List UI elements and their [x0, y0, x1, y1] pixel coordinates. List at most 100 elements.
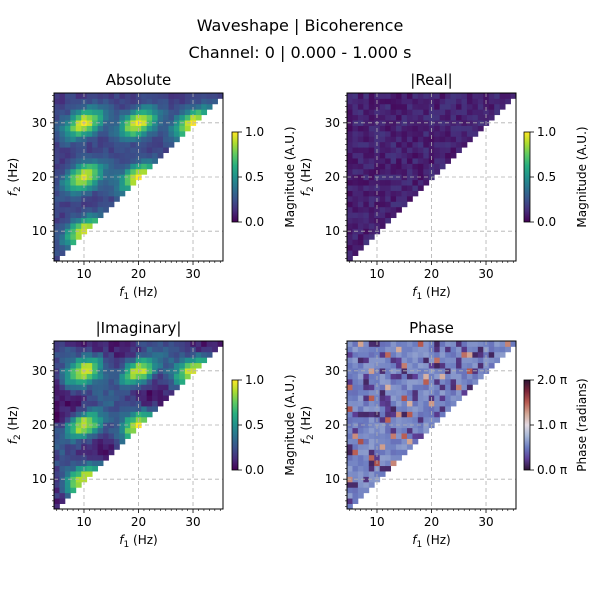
- heatmap-cell: [54, 487, 60, 494]
- heatmap-cell: [423, 168, 430, 175]
- heatmap-cell: [417, 373, 424, 380]
- heatmap-cell: [477, 346, 484, 353]
- panel-title: Absolute: [106, 71, 172, 89]
- heatmap-cell: [141, 416, 148, 423]
- y-tick-label: 10: [32, 224, 47, 238]
- heatmap-cell: [163, 362, 169, 369]
- heatmap-cell: [396, 351, 402, 358]
- heatmap-cell: [86, 136, 93, 143]
- heatmap-cell: [103, 152, 109, 159]
- heatmap-cell: [92, 465, 99, 472]
- heatmap-cell: [168, 362, 175, 369]
- heatmap-cell: [108, 411, 115, 418]
- heatmap-cell: [368, 443, 375, 450]
- heatmap-cell: [357, 120, 364, 126]
- heatmap-cell: [103, 206, 109, 213]
- heatmap-cell: [357, 357, 364, 364]
- heatmap-cell: [54, 179, 60, 186]
- y-axis-label: f2 (Hz): [6, 158, 23, 196]
- heatmap-cell: [488, 103, 495, 110]
- heatmap-cell: [201, 341, 208, 347]
- heatmap-cell: [130, 130, 137, 137]
- heatmap-cell: [347, 152, 353, 159]
- heatmap-cell: [54, 255, 60, 262]
- heatmap-cell: [401, 438, 408, 445]
- heatmap-cell: [363, 422, 370, 429]
- heatmap-cell: [146, 406, 153, 412]
- heatmap-cell: [385, 212, 392, 219]
- heatmap-cell: [157, 395, 164, 402]
- heatmap-cell: [363, 487, 370, 494]
- heatmap-cell: [390, 351, 397, 358]
- heatmap-cell: [445, 125, 451, 132]
- heatmap-cell: [417, 384, 424, 391]
- heatmap-cell: [352, 400, 359, 407]
- heatmap-cell: [374, 384, 381, 391]
- heatmap-cell: [92, 411, 99, 418]
- heatmap-cell: [146, 368, 153, 374]
- heatmap-cell: [108, 346, 115, 353]
- heatmap-cell: [385, 433, 392, 439]
- heatmap-cell: [368, 427, 375, 434]
- heatmap-cell: [417, 98, 424, 105]
- heatmap-cell: [152, 395, 158, 402]
- heatmap-cell: [434, 373, 441, 380]
- heatmap-cell: [124, 433, 131, 439]
- heatmap-cell: [456, 389, 462, 396]
- heatmap-cell: [352, 460, 359, 467]
- heatmap-cell: [75, 206, 82, 213]
- heatmap-cell: [396, 163, 402, 170]
- heatmap-cell: [499, 93, 506, 99]
- heatmap-cell: [135, 378, 142, 385]
- heatmap-cell: [368, 433, 375, 439]
- heatmap-cell: [75, 384, 82, 391]
- heatmap-cell: [434, 141, 441, 148]
- heatmap-cell: [347, 357, 353, 364]
- heatmap-cell: [54, 351, 60, 358]
- heatmap-cell: [92, 433, 99, 439]
- heatmap-cell: [461, 341, 468, 347]
- heatmap-cell: [385, 368, 392, 374]
- heatmap-cell: [70, 341, 77, 347]
- heatmap-cell: [456, 368, 462, 374]
- heatmap-cell: [81, 109, 88, 116]
- heatmap-cell: [347, 185, 353, 191]
- heatmap-cell: [81, 158, 88, 164]
- heatmap-cell: [124, 109, 131, 116]
- heatmap-cell: [119, 158, 126, 164]
- heatmap-cell: [86, 98, 93, 105]
- heatmap-cell: [130, 351, 137, 358]
- heatmap-cell: [119, 416, 126, 423]
- heatmap-cell: [357, 368, 364, 374]
- heatmap-cell: [92, 384, 99, 391]
- heatmap-cell: [406, 373, 413, 380]
- heatmap-cell: [64, 487, 71, 494]
- heatmap-cell: [130, 125, 137, 132]
- heatmap-cell: [163, 120, 169, 126]
- heatmap-cell: [54, 427, 60, 434]
- heatmap-cell: [59, 416, 66, 423]
- y-tick-label: 20: [325, 418, 340, 432]
- heatmap-cell: [363, 163, 370, 170]
- x-tick-label: 10: [76, 515, 91, 529]
- heatmap-cell: [379, 378, 386, 385]
- heatmap-cell: [103, 443, 109, 450]
- heatmap-cell: [368, 103, 375, 110]
- heatmap-cell: [401, 141, 408, 148]
- heatmap-cell: [103, 125, 109, 132]
- heatmap-cell: [428, 400, 435, 407]
- heatmap-cell: [357, 244, 364, 251]
- heatmap-cell: [152, 406, 158, 412]
- heatmap-cell: [357, 362, 364, 369]
- heatmap-cell: [146, 389, 153, 396]
- heatmap-cell: [64, 433, 71, 439]
- heatmap-cell: [445, 136, 451, 143]
- heatmap-cell: [152, 158, 158, 164]
- heatmap-cell: [363, 93, 370, 99]
- heatmap-cell: [357, 141, 364, 148]
- heatmap-cell: [401, 416, 408, 423]
- heatmap-cell: [141, 152, 148, 159]
- heatmap-cell: [124, 168, 131, 175]
- heatmap-cell: [428, 384, 435, 391]
- heatmap-cell: [81, 454, 88, 461]
